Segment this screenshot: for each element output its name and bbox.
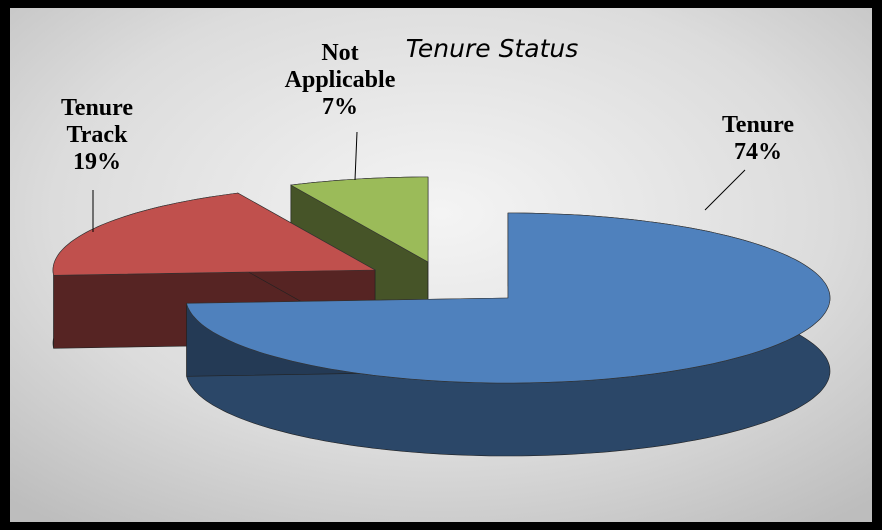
slice xyxy=(186,212,831,384)
category-label-line: Applicable xyxy=(285,67,396,93)
data-label: Tenure Track 19% xyxy=(61,95,133,175)
data-label: Not Applicable 7% xyxy=(285,40,396,120)
category-label: Tenure xyxy=(722,112,794,138)
value-label: 74% xyxy=(734,139,782,165)
labels: Tenure 74%Tenure Track 19%Not Applicable 7% xyxy=(61,40,794,232)
data-label: Tenure 74% xyxy=(722,112,794,165)
value-label: 7% xyxy=(322,94,358,120)
category-label-line: Not xyxy=(321,40,358,66)
chart-title: Tenure Status xyxy=(406,34,579,63)
pie xyxy=(52,176,831,457)
slice xyxy=(52,192,377,276)
value-label: 19% xyxy=(73,149,121,175)
leader-line xyxy=(704,169,746,211)
leader-line xyxy=(354,131,358,181)
category-label-line: Tenure xyxy=(61,95,133,121)
slice xyxy=(289,176,429,263)
category-label-line: Track xyxy=(67,122,129,148)
